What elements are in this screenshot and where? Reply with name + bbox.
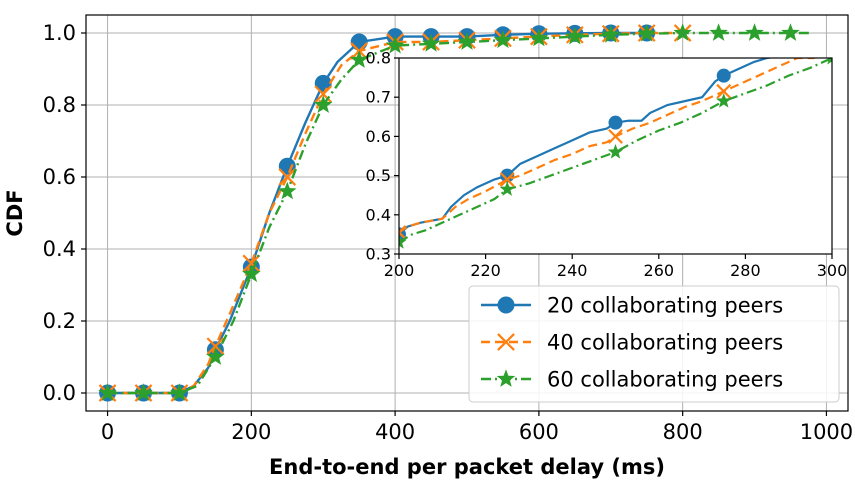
x-tick-label: 1000	[800, 420, 853, 444]
data-point	[277, 181, 297, 200]
legend-marker	[497, 296, 515, 314]
inset-data-point	[499, 181, 515, 196]
inset-data-point	[716, 93, 732, 108]
main-ticks: 0 200 400 600 800 1000 0.0 0.2 0.4 0.6 0.8 1.0	[43, 21, 854, 444]
inset-series	[399, 58, 832, 249]
x-axis-label: End-to-end per packet delay (ms)	[269, 455, 665, 479]
legend-label: 40 collaborating peers	[547, 331, 783, 355]
y-axis-label: CDF	[3, 189, 27, 236]
inset-series-line-60-collaborating-peers	[399, 58, 832, 244]
y-tick-label: 0.4	[43, 237, 76, 261]
data-point	[421, 34, 441, 52]
inset-data-point	[399, 225, 407, 240]
data-point	[565, 26, 585, 45]
inset-y-tick-label: 0.8	[366, 49, 391, 68]
data-point	[278, 157, 296, 175]
data-point	[278, 168, 297, 186]
legend: 20 collaborating peers 40 collaborating p…	[468, 285, 840, 403]
inset-plot-frame	[398, 57, 833, 255]
main-series	[98, 23, 813, 402]
inset-y-tick-label: 0.7	[366, 88, 391, 107]
y-tick-label: 0.6	[43, 165, 76, 189]
inset-x-tick-label: 300	[817, 261, 848, 280]
inset-background	[399, 58, 832, 254]
inset-data-point	[499, 172, 515, 187]
data-point	[457, 32, 477, 50]
inset-x-tick-label: 220	[470, 261, 501, 280]
data-point	[206, 347, 225, 365]
x-tick-label: 400	[375, 420, 415, 444]
data-point	[242, 254, 261, 273]
data-point	[98, 383, 117, 401]
data-point	[134, 383, 153, 401]
data-point	[242, 264, 261, 283]
x-tick-label: 800	[663, 420, 703, 444]
legend-item: 20 collaborating peers	[481, 294, 783, 318]
legend-marker	[496, 369, 516, 387]
data-point	[529, 28, 549, 47]
data-point	[385, 35, 405, 54]
data-point	[349, 50, 369, 68]
inset-x-tick-label: 240	[557, 261, 588, 280]
inset-ticks: 200 220 240 260 280 300 0.3 0.4 0.5 0.6 0.7 0.8	[366, 49, 848, 281]
legend-marker	[497, 333, 515, 351]
data-point	[745, 23, 764, 41]
y-tick-label: 0.0	[43, 381, 76, 405]
inset-data-point	[608, 115, 623, 130]
data-point	[601, 25, 621, 43]
inset-series-40-collaborating-peers	[399, 58, 815, 240]
legend-frame	[468, 285, 840, 403]
series-60-collaborating-peers	[98, 23, 813, 401]
x-tick-label: 0	[101, 420, 114, 444]
inset-data-point	[399, 234, 407, 249]
data-point	[493, 30, 513, 49]
inset-y-tick-label: 0.4	[366, 205, 391, 224]
inset-data-point	[716, 83, 732, 99]
inset-data-point	[716, 68, 731, 83]
inset-data-point	[608, 128, 623, 144]
data-point	[313, 95, 333, 113]
inset-y-tick-label: 0.5	[366, 166, 391, 185]
y-tick-label: 0.8	[43, 93, 76, 117]
data-point	[673, 23, 692, 41]
inset-data-point	[607, 144, 624, 159]
inset-data-point	[827, 58, 832, 65]
data-point	[314, 85, 333, 104]
legend-label: 20 collaborating peers	[547, 294, 783, 318]
inset-x-tick-label: 200	[384, 261, 415, 280]
main-plot-frame	[85, 14, 849, 412]
inset-x-tick-label: 280	[730, 261, 761, 280]
data-point	[781, 23, 800, 41]
data-point	[314, 74, 332, 92]
x-tick-label: 600	[519, 420, 559, 444]
inset-y-tick-label: 0.6	[366, 127, 391, 146]
data-point	[637, 23, 657, 42]
inset-series-60-collaborating-peers	[399, 58, 832, 249]
inset-y-tick-label: 0.3	[366, 245, 391, 264]
data-point	[206, 337, 225, 356]
data-point	[170, 383, 189, 401]
y-tick-label: 0.2	[43, 309, 76, 333]
inset-data-point	[500, 168, 515, 183]
data-point	[709, 23, 728, 41]
legend-label: 60 collaborating peers	[547, 368, 783, 392]
y-tick-label: 1.0	[43, 21, 76, 45]
inset-x-tick-label: 260	[644, 261, 675, 280]
legend-item: 60 collaborating peers	[481, 368, 783, 392]
x-tick-label: 200	[231, 420, 271, 444]
legend-item: 40 collaborating peers	[481, 331, 783, 355]
